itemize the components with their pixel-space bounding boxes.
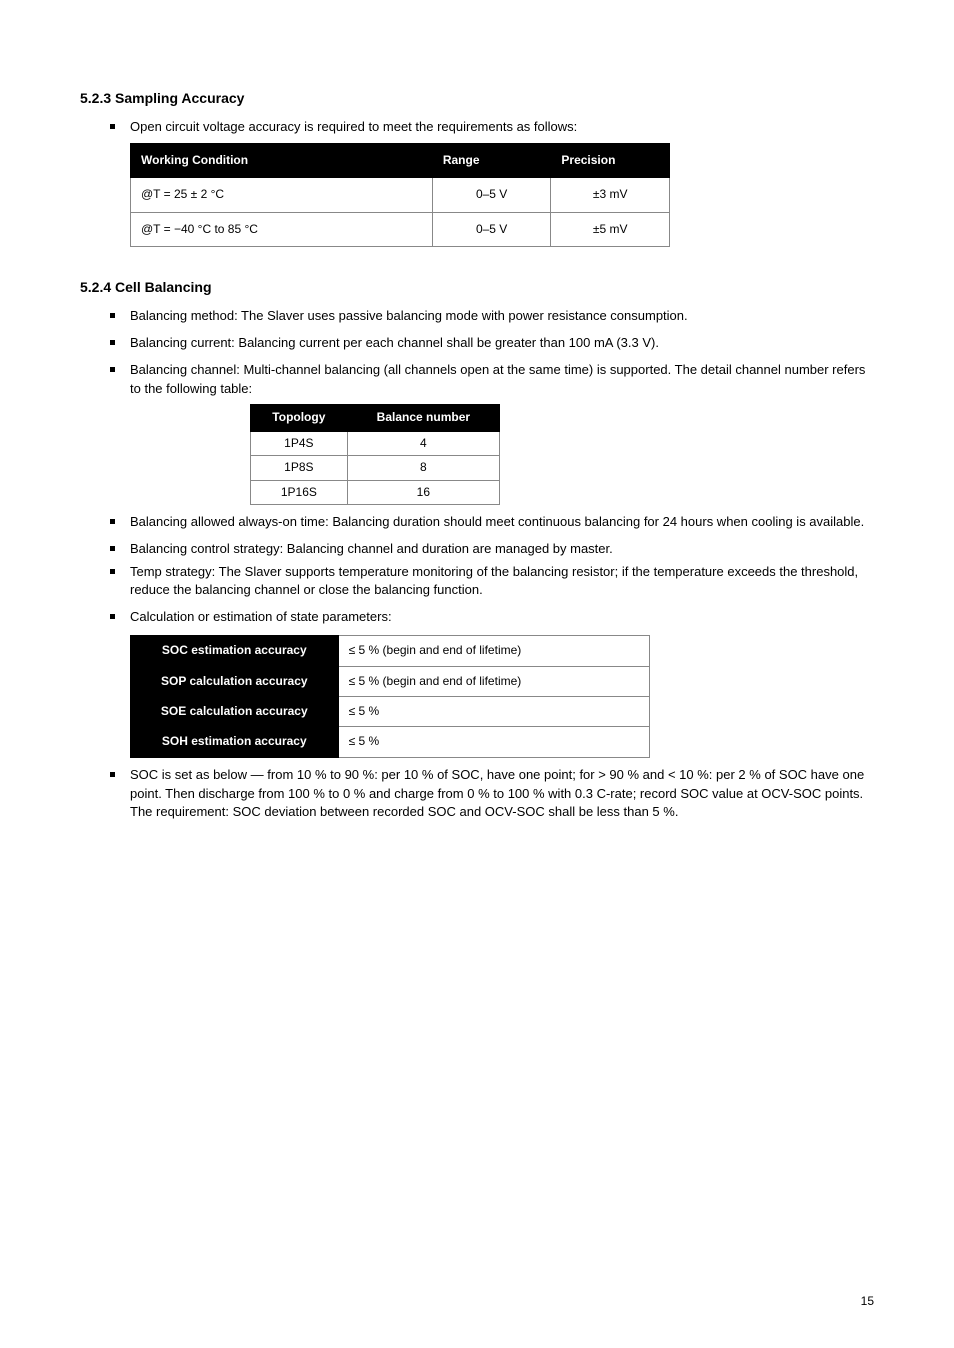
bullet-balancing-current: Balancing current: Balancing current per… [110, 334, 874, 353]
heading-sampling-accuracy: 5.2.3 Sampling Accuracy [80, 90, 874, 106]
td: ±5 mV [551, 212, 670, 246]
heading-cell-balancing: 5.2.4 Cell Balancing [80, 279, 874, 295]
table-sampling-accuracy: Working Condition Range Precision @T = 2… [130, 143, 670, 247]
bullets-balancing: Balancing method: The Slaver uses passiv… [80, 307, 874, 822]
bullet-text: Open circuit voltage accuracy is require… [130, 119, 577, 134]
bullet-soc-procedure: SOC is set as below — from 10 % to 90 %:… [110, 766, 874, 823]
td: @T = −40 °C to 85 °C [131, 212, 433, 246]
td: 1P8S [251, 456, 348, 480]
td: ≤ 5 % [338, 696, 649, 726]
table-row: @T = −40 °C to 85 °C 0–5 V ±5 mV [131, 212, 670, 246]
table-state-params: SOC estimation accuracy ≤ 5 % (begin and… [130, 635, 650, 758]
table-row: 1P4S 4 [251, 431, 500, 455]
table-row: @T = 25 ± 2 °C 0–5 V ±3 mV [131, 178, 670, 212]
bullet-ocv-accuracy: Open circuit voltage accuracy is require… [110, 118, 874, 247]
table-row: SOP calculation accuracy ≤ 5 % (begin an… [131, 666, 650, 696]
bullet-text: Balancing channel: Multi-channel balanci… [130, 362, 865, 396]
bullet-balancing-method: Balancing method: The Slaver uses passiv… [110, 307, 874, 326]
rowhead: SOP calculation accuracy [131, 666, 339, 696]
table-row: SOH estimation accuracy ≤ 5 % [131, 727, 650, 757]
td: ≤ 5 % (begin and end of lifetime) [338, 666, 649, 696]
page: 5.2.3 Sampling Accuracy Open circuit vol… [0, 0, 954, 1348]
rowhead: SOH estimation accuracy [131, 727, 339, 757]
bullet-balancing-always-on: Balancing allowed always-on time: Balanc… [110, 513, 874, 532]
page-number: 15 [861, 1294, 874, 1308]
table-row: SOC estimation accuracy ≤ 5 % (begin and… [131, 636, 650, 666]
rowhead: SOE calculation accuracy [131, 696, 339, 726]
table-row: 1P8S 8 [251, 456, 500, 480]
td: ≤ 5 % (begin and end of lifetime) [338, 636, 649, 666]
bullet-balancing-strategy: Balancing control strategy: Balancing ch… [110, 540, 874, 559]
th-working-condition: Working Condition [131, 143, 433, 177]
td: ±3 mV [551, 178, 670, 212]
td: 0–5 V [432, 212, 551, 246]
td: 0–5 V [432, 178, 551, 212]
td: @T = 25 ± 2 °C [131, 178, 433, 212]
td: 1P4S [251, 431, 348, 455]
table-row: SOE calculation accuracy ≤ 5 % [131, 696, 650, 726]
td: 1P16S [251, 480, 348, 504]
td: 16 [347, 480, 499, 504]
bullets-sampling: Open circuit voltage accuracy is require… [80, 118, 874, 247]
bullet-state-params: Calculation or estimation of state param… [110, 608, 874, 757]
th-range: Range [432, 143, 551, 177]
bullet-temp-strategy: Temp strategy: The Slaver supports tempe… [110, 563, 874, 601]
th-balance-number: Balance number [347, 405, 499, 431]
bullet-text: Calculation or estimation of state param… [130, 609, 392, 624]
rowhead: SOC estimation accuracy [131, 636, 339, 666]
td: 4 [347, 431, 499, 455]
td: ≤ 5 % [338, 727, 649, 757]
table-row: 1P16S 16 [251, 480, 500, 504]
bullet-balancing-channel: Balancing channel: Multi-channel balanci… [110, 361, 874, 505]
th-precision: Precision [551, 143, 670, 177]
td: 8 [347, 456, 499, 480]
table-balance-channels: Topology Balance number 1P4S 4 1P8S 8 1P… [250, 404, 500, 505]
th-topology: Topology [251, 405, 348, 431]
